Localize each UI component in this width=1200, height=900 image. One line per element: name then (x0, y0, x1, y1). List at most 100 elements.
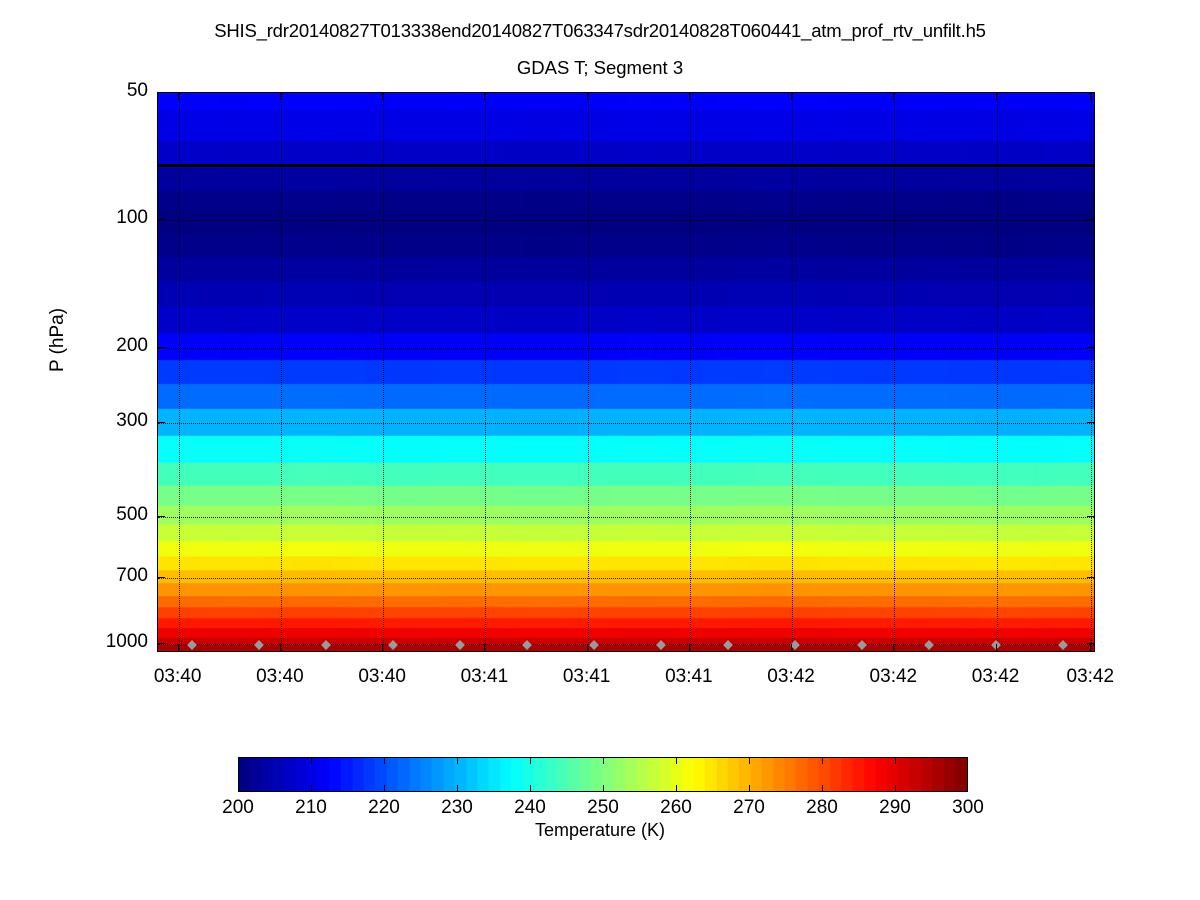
y-axis-tick-mark-right (1087, 515, 1095, 517)
x-axis-tick-mark-top (995, 92, 997, 100)
colorbar-tick-mark (457, 757, 458, 764)
grid-line-horizontal (158, 220, 1094, 222)
x-axis-tick-mark-top (177, 92, 179, 100)
figure-subtitle: GDAS T; Segment 3 (516, 57, 684, 78)
colorbar-tick-mark (603, 757, 604, 764)
x-axis-tick-mark-top (382, 92, 384, 100)
plot-axes (157, 92, 1095, 652)
y-axis-tick-mark (157, 421, 165, 423)
x-axis-tick-mark (1090, 644, 1092, 652)
colorbar-tick-label: 280 (806, 797, 838, 818)
y-axis-tick-label: 700 (116, 565, 148, 587)
x-axis-tick-mark (791, 644, 793, 652)
y-axis-tick-label: 50 (126, 80, 148, 101)
y-axis-tick-mark-right (1087, 577, 1095, 579)
colorbar-tick-mark-bottom (457, 785, 458, 792)
x-axis-tick-mark-top (586, 92, 588, 100)
colorbar-tick-mark-bottom (749, 785, 750, 792)
colorbar-tick-mark (895, 757, 896, 764)
x-axis-tick-mark (995, 644, 997, 652)
x-axis-tick-label: 03:41 (665, 666, 713, 687)
x-axis-tick-mark-top (279, 92, 281, 100)
x-axis-tick-mark-top (1090, 92, 1092, 100)
y-axis-tick-mark (157, 577, 165, 579)
x-axis-tick-label: 03:41 (562, 666, 611, 687)
x-axis-tick-mark (484, 644, 486, 652)
colorbar-tick-mark-bottom (822, 785, 823, 792)
colorbar-tick-label: 260 (660, 797, 692, 818)
y-axis-tick-mark (157, 515, 165, 517)
grid-line-vertical (996, 93, 998, 651)
grid-line-vertical (1091, 93, 1093, 651)
y-axis-tick-mark (157, 643, 165, 645)
grid-line-horizontal (158, 516, 1094, 518)
x-axis-tick-mark (177, 644, 179, 652)
y-axis-tick-mark-right (1087, 346, 1095, 348)
grid-line-horizontal (158, 578, 1094, 580)
colorbar-tick-label: 210 (295, 797, 327, 818)
x-axis-tick-label: 03:42 (869, 666, 918, 687)
y-axis-tick-label: 500 (116, 503, 148, 525)
grid-line-vertical (587, 93, 589, 651)
x-axis-tick-mark (279, 644, 281, 652)
colorbar-tick-label: 290 (879, 797, 911, 818)
x-axis-tick-mark (382, 644, 384, 652)
y-axis-tick-mark-right (1087, 219, 1095, 221)
y-axis-tick-label: 1000 (105, 631, 148, 653)
grid-line-horizontal (158, 644, 1094, 646)
colorbar: 200 210 220 230 240 250 260 270 280 290 300 (222, 757, 984, 818)
grid-line-horizontal (158, 347, 1094, 349)
y-axis-tick-mark-right (1087, 643, 1095, 645)
colorbar-tick-mark (530, 757, 531, 764)
colorbar-tick-label: 230 (441, 797, 473, 818)
x-axis-tick-mark-top (688, 92, 690, 100)
grid-line-vertical (894, 93, 896, 651)
figure-title: SHIS_rdr20140827T013338end20140827T06334… (214, 20, 986, 41)
colorbar-tick-mark (822, 757, 823, 764)
y-axis-tick-mark-right (1087, 421, 1095, 423)
grid-line-vertical (689, 93, 691, 651)
colorbar-tick-label: 300 (952, 797, 984, 818)
tropopause-line (158, 163, 1094, 167)
colorbar-tick-mark-bottom (895, 785, 896, 792)
x-axis-tick-label: 03:40 (153, 666, 202, 687)
y-axis-tick-label: 200 (116, 334, 148, 356)
x-axis-tick-label: 03:40 (256, 666, 304, 687)
colorbar-tick-label: 250 (587, 797, 619, 818)
grid-line-vertical (178, 93, 180, 651)
y-axis-tick-label: 300 (116, 409, 148, 431)
x-axis-tick-mark (688, 644, 690, 652)
grid-line-vertical (485, 93, 487, 651)
x-axis-tick-mark (893, 644, 895, 652)
x-axis-tick-mark-top (791, 92, 793, 100)
colorbar-tick-label: 240 (514, 797, 546, 818)
grid-line-vertical (383, 93, 385, 651)
y-axis-tick-mark (157, 346, 165, 348)
grid-line-vertical (280, 93, 282, 651)
y-axis-tick-mark (157, 92, 165, 93)
colorbar-tick-mark-bottom (311, 785, 312, 792)
colorbar-tick-mark (311, 757, 312, 764)
colorbar-tick-mark (676, 757, 677, 764)
x-axis-tick-label: 03:42 (971, 666, 1020, 687)
grid-line-vertical (792, 93, 794, 651)
grid-line-horizontal (158, 422, 1094, 424)
colorbar-tick-mark (749, 757, 750, 764)
colorbar-tick-mark-bottom (676, 785, 677, 792)
x-axis-tick-label: 03:42 (1066, 666, 1115, 687)
colorbar-tick-mark (384, 757, 385, 764)
colorbar-tick-label: 220 (368, 797, 400, 818)
colorbar-tick-mark-bottom (384, 785, 385, 792)
y-axis-tick-mark (157, 219, 165, 221)
temperature-heatmap (158, 93, 1094, 651)
colorbar-tick-mark-bottom (530, 785, 531, 792)
x-axis-tick-mark (586, 644, 588, 652)
x-axis-tick-label: 03:41 (460, 666, 509, 687)
colorbar-tick-mark-bottom (603, 785, 604, 792)
x-axis-tick-label: 03:42 (767, 666, 815, 687)
colorbar-tick-label: 200 (222, 797, 254, 818)
colorbar-tick-label: 270 (733, 797, 765, 818)
y-axis-tick-label: 100 (116, 207, 148, 229)
x-axis-tick-mark-top (893, 92, 895, 100)
